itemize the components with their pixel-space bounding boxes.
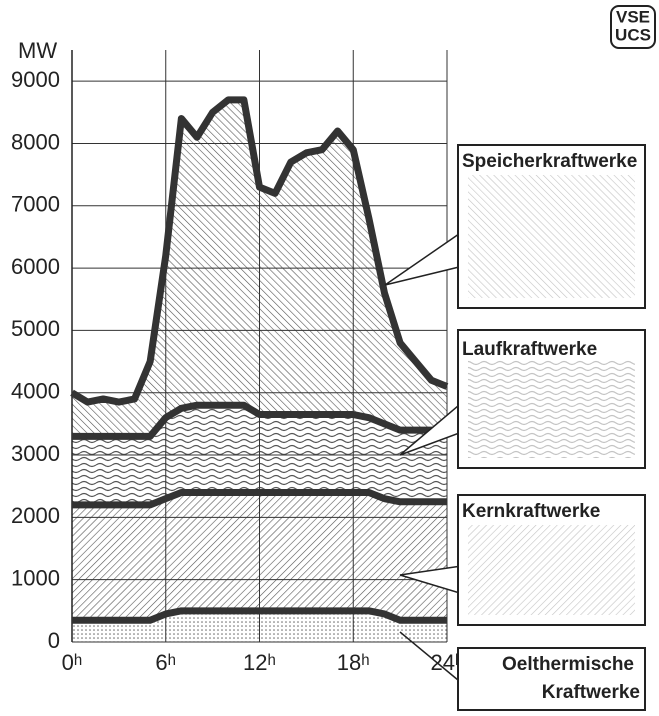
y-tick-label: 9000 [11, 67, 60, 92]
y-axis-label: MW [18, 38, 57, 63]
y-tick-label: 8000 [11, 129, 60, 154]
illustration [468, 525, 635, 615]
y-tick-label: 1000 [11, 565, 60, 590]
plot: 0 1000 2000 3000 4000 5000 6000 7000 8000 9000 0ʰ 6… [11, 50, 463, 675]
legend-label: Speicherkraftwerke [462, 151, 637, 172]
illustration [468, 175, 635, 298]
x-tick-label: 18ʰ [337, 650, 370, 675]
y-tick-label: 5000 [11, 316, 60, 341]
logo-text: VSE [616, 7, 650, 26]
x-tick-label: 12ʰ [243, 650, 276, 675]
legend-label: Kernkraftwerke [462, 501, 600, 522]
y-tick-label: 2000 [11, 503, 60, 528]
x-tick-label: 0ʰ [62, 650, 83, 675]
y-tick-label: 7000 [11, 192, 60, 217]
x-tick-label: 6ʰ [155, 650, 176, 675]
chart: MW VSE UCS 0 1000 2000 3000 4000 5000 6000 7000… [0, 0, 659, 716]
y-tick-label: 3000 [11, 441, 60, 466]
y-tick-label: 4000 [11, 379, 60, 404]
logo: VSE UCS [611, 6, 655, 48]
y-tick-label: 0 [48, 628, 60, 653]
illustration [468, 360, 635, 458]
y-tick-label: 6000 [11, 254, 60, 279]
logo-text: UCS [615, 25, 651, 44]
legend-label: Laufkraftwerke [462, 339, 597, 360]
